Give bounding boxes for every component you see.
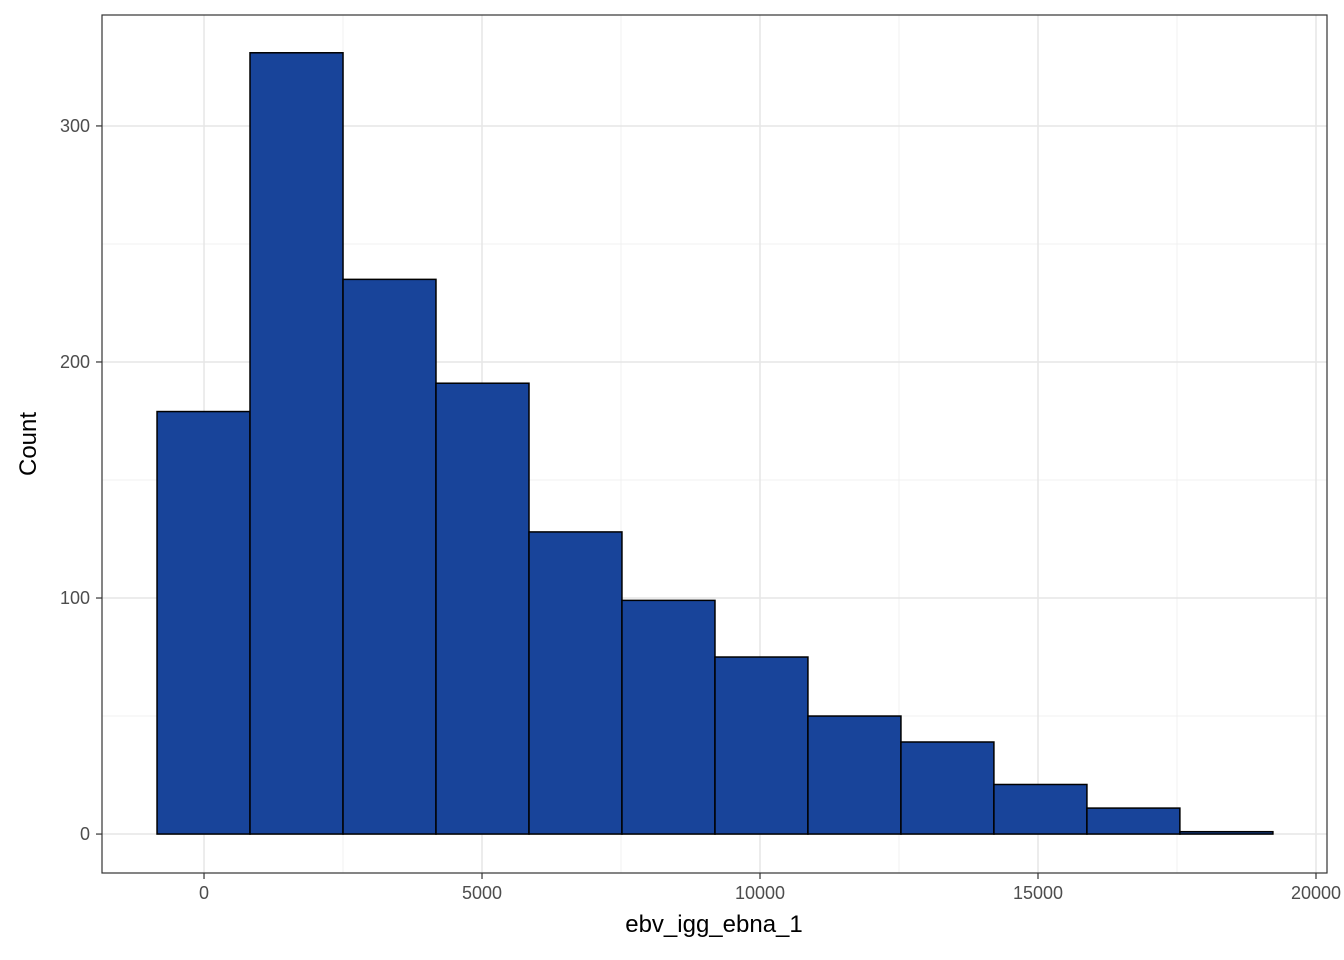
bar [435, 382, 530, 835]
bar [1086, 807, 1181, 835]
bar [249, 52, 344, 835]
x-tick-label: 0 [199, 883, 209, 903]
x-tick-label: 10000 [735, 883, 785, 903]
bar [900, 741, 995, 835]
bar [528, 531, 623, 835]
y-axis-title: Count [15, 412, 42, 476]
bar [807, 715, 902, 835]
y-tick-label: 200 [60, 352, 90, 372]
bar [621, 599, 716, 835]
bar [156, 410, 251, 835]
x-tick-label: 5000 [462, 883, 502, 903]
x-tick-label: 20000 [1291, 883, 1341, 903]
bar [342, 278, 437, 835]
panel-border [101, 14, 1328, 874]
x-axis-title: ebv_igg_ebna_1 [625, 911, 803, 938]
y-tick-label: 0 [80, 824, 90, 844]
bar [1179, 830, 1274, 835]
x-tick-label: 15000 [1013, 883, 1063, 903]
y-tick-label: 300 [60, 116, 90, 136]
y-tick-label: 100 [60, 588, 90, 608]
bar [993, 783, 1088, 835]
bar [714, 656, 809, 835]
